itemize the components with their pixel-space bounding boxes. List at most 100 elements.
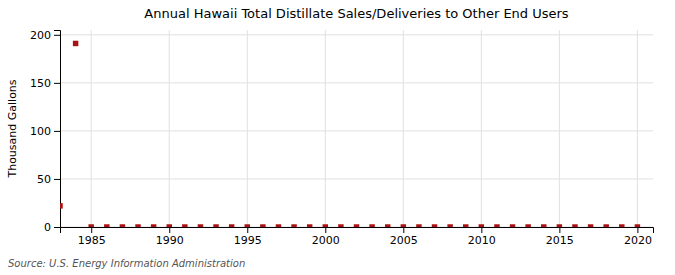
y-tick-label: 50 bbox=[37, 173, 51, 186]
point bbox=[432, 224, 437, 227]
point bbox=[541, 224, 546, 227]
point bbox=[198, 224, 203, 227]
y-tick-label: 200 bbox=[30, 29, 51, 42]
grid-line-y bbox=[60, 178, 653, 179]
grid-line-x bbox=[637, 30, 638, 227]
source-note: Source: U.S. Energy Information Administ… bbox=[8, 258, 245, 269]
x-tick-mark bbox=[169, 227, 170, 233]
x-tick-label: 1995 bbox=[234, 234, 262, 247]
y-tick-label: 100 bbox=[30, 125, 51, 138]
point bbox=[635, 224, 640, 227]
point bbox=[479, 224, 484, 227]
x-tick-label: 2000 bbox=[312, 234, 340, 247]
x-tick-mark bbox=[325, 227, 326, 233]
point bbox=[338, 224, 343, 227]
point bbox=[88, 224, 93, 227]
grid-line-x bbox=[481, 30, 482, 227]
grid-line-y bbox=[60, 130, 653, 131]
point bbox=[447, 224, 452, 227]
x-tick-label: 2015 bbox=[546, 234, 574, 247]
x-tick: 2000 bbox=[312, 227, 340, 247]
point bbox=[463, 224, 468, 227]
point bbox=[73, 41, 78, 46]
y-tick-mark bbox=[54, 83, 60, 84]
point bbox=[572, 224, 577, 227]
y-tick-mark bbox=[54, 131, 60, 132]
x-tick-label: 2020 bbox=[624, 234, 652, 247]
point bbox=[245, 224, 250, 227]
chart-svg: 1985 1990 1995 2000 2005 2010 2015 2020 0 50 100 15… bbox=[0, 0, 675, 275]
y-tick: 100 bbox=[30, 125, 60, 138]
point bbox=[369, 224, 374, 227]
grid-line-x bbox=[403, 30, 404, 227]
point bbox=[385, 224, 390, 227]
point bbox=[182, 224, 187, 227]
point bbox=[619, 224, 624, 227]
point bbox=[525, 224, 530, 227]
point bbox=[401, 224, 406, 227]
y-tick-label: 0 bbox=[44, 221, 51, 234]
x-tick-mark bbox=[637, 227, 638, 233]
grid-line-y bbox=[60, 82, 653, 83]
plot-area bbox=[60, 41, 640, 227]
point bbox=[104, 224, 109, 227]
axis-line bbox=[54, 31, 61, 228]
grid-line-x bbox=[247, 30, 248, 227]
x-tick-mark bbox=[91, 227, 92, 233]
point bbox=[166, 224, 171, 227]
y-tick: 150 bbox=[30, 77, 60, 90]
point bbox=[510, 224, 515, 227]
y-tick: 50 bbox=[37, 173, 60, 186]
grid-line-y bbox=[60, 34, 653, 35]
grid-line-x bbox=[169, 30, 170, 227]
point bbox=[60, 203, 63, 208]
point bbox=[135, 224, 140, 227]
point bbox=[494, 224, 499, 227]
axis-line bbox=[61, 228, 654, 234]
grid bbox=[60, 30, 653, 227]
x-tick-label: 1990 bbox=[156, 234, 184, 247]
x-tick-mark bbox=[559, 227, 560, 233]
chart-container: 1985 1990 1995 2000 2005 2010 2015 2020 0 50 100 15… bbox=[0, 0, 675, 275]
point bbox=[557, 224, 562, 227]
y-axis-label: Thousand Gallons bbox=[6, 79, 19, 178]
grid-line-x bbox=[325, 30, 326, 227]
x-tick-mark bbox=[481, 227, 482, 233]
x-tick-label: 1985 bbox=[78, 234, 106, 247]
point bbox=[588, 224, 593, 227]
point bbox=[260, 224, 265, 227]
x-axis: 1985 1990 1995 2000 2005 2010 2015 2020 bbox=[61, 227, 654, 247]
point bbox=[416, 224, 421, 227]
title: Annual Hawaii Total Distillate Sales/Del… bbox=[144, 6, 568, 21]
x-tick: 2015 bbox=[546, 227, 574, 247]
y-tick: 0 bbox=[44, 221, 60, 234]
x-tick: 2005 bbox=[390, 227, 418, 247]
point bbox=[603, 224, 608, 227]
x-tick: 1995 bbox=[234, 227, 262, 247]
grid-line-x bbox=[559, 30, 560, 227]
y-tick-mark bbox=[54, 227, 60, 228]
y-tick-label: 150 bbox=[30, 77, 51, 90]
point bbox=[354, 224, 359, 227]
point bbox=[213, 224, 218, 227]
point bbox=[323, 224, 328, 227]
x-tick-mark bbox=[247, 227, 248, 233]
x-tick: 1990 bbox=[156, 227, 184, 247]
x-tick-label: 2010 bbox=[468, 234, 496, 247]
x-tick: 1985 bbox=[78, 227, 106, 247]
x-tick: 2010 bbox=[468, 227, 496, 247]
y-axis: 0 50 100 150 200 bbox=[30, 29, 61, 234]
point bbox=[229, 224, 234, 227]
point bbox=[276, 224, 281, 227]
y-tick-mark bbox=[54, 35, 60, 36]
point bbox=[151, 224, 156, 227]
x-tick-label: 2005 bbox=[390, 234, 418, 247]
x-tick-mark bbox=[403, 227, 404, 233]
point bbox=[291, 224, 296, 227]
x-tick: 2020 bbox=[624, 227, 652, 247]
y-tick: 200 bbox=[30, 29, 60, 42]
y-tick-mark bbox=[54, 179, 60, 180]
point bbox=[120, 224, 125, 227]
grid-line-x bbox=[91, 30, 92, 227]
point bbox=[307, 224, 312, 227]
